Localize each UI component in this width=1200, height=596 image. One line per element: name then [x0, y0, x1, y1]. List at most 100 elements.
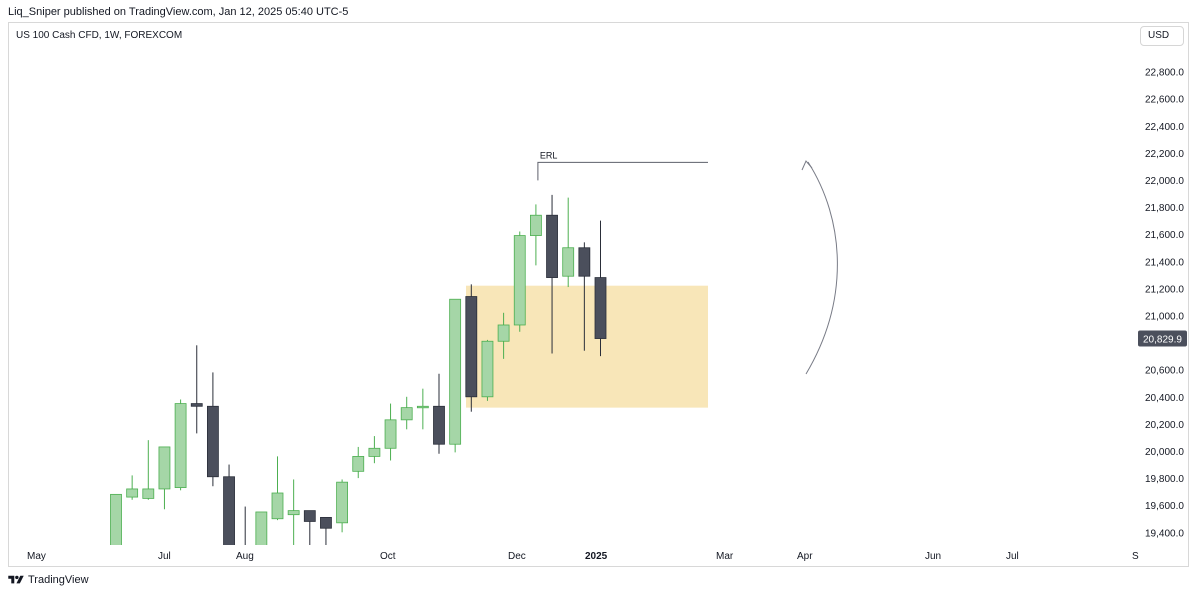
candle	[255, 511, 268, 545]
curved-arrow	[805, 161, 838, 375]
price-tick-label: 20,600.0	[1145, 366, 1184, 377]
bull-candle-body	[449, 298, 462, 445]
price-tick-label: 19,600.0	[1145, 501, 1184, 512]
bear-candle-body	[465, 296, 478, 398]
order-block-zone	[466, 285, 708, 408]
bull-candle-body	[126, 488, 139, 498]
candle	[465, 284, 478, 412]
bull-candle-body	[287, 510, 300, 516]
candle	[384, 403, 397, 461]
erl-line	[537, 161, 708, 181]
bull-candle-body	[110, 493, 122, 545]
currency-button[interactable]: USD	[1140, 26, 1184, 46]
bear-candle-body	[206, 405, 219, 478]
price-tick-label: 22,800.0	[1145, 68, 1184, 79]
price-tick-label: 22,200.0	[1145, 149, 1184, 160]
candle	[206, 372, 219, 487]
bull-candle-body	[255, 511, 268, 545]
last-price-label: 20,829.9	[1143, 335, 1182, 346]
bull-candle-body	[158, 446, 171, 490]
candle	[530, 204, 542, 266]
time-tick-label: Aug	[236, 551, 254, 562]
candle	[158, 446, 171, 510]
time-tick-label: 2025	[585, 551, 608, 562]
price-tick-label: 21,000.0	[1145, 312, 1184, 323]
erl-label: ERL	[540, 150, 558, 160]
candle	[190, 345, 203, 434]
bear-candle-body	[223, 476, 235, 545]
candle	[594, 220, 607, 357]
bull-candle-body	[416, 405, 429, 409]
candle	[368, 436, 381, 464]
candle	[578, 242, 591, 351]
bull-candle-body	[513, 235, 526, 326]
bear-candle-body	[433, 405, 445, 445]
price-tick-label: 22,000.0	[1145, 176, 1184, 187]
time-tick-label: Oct	[380, 551, 396, 562]
candle	[303, 510, 316, 545]
publish-info: Liq_Sniper published on TradingView.com,…	[8, 6, 349, 18]
chart-frame	[8, 22, 1189, 567]
candle	[110, 493, 122, 545]
time-tick-label: Jul	[1006, 551, 1019, 562]
candle	[546, 194, 558, 354]
candle	[497, 312, 510, 359]
price-tick-label: 22,600.0	[1145, 95, 1184, 106]
candle-layer	[110, 194, 607, 545]
candle	[400, 396, 413, 430]
footer-brand[interactable]: TradingView	[28, 574, 89, 586]
candle	[513, 231, 526, 332]
candle	[433, 373, 445, 454]
time-tick-label: Apr	[797, 551, 813, 562]
time-tick-label: May	[27, 551, 46, 562]
bull-candle-body	[174, 403, 187, 488]
bull-candle-body	[400, 407, 413, 421]
price-tick-label: 21,600.0	[1145, 230, 1184, 241]
footer: TradingView	[8, 574, 89, 586]
bull-candle-body	[481, 340, 494, 398]
candle	[449, 298, 462, 453]
bull-candle-body	[497, 324, 510, 342]
price-tick-label: 20,200.0	[1145, 420, 1184, 431]
bear-candle-body	[546, 214, 558, 278]
price-axis: 22,800.0 22,600.0 22,400.0 22,200.0 22,000.0…	[1138, 68, 1187, 539]
arrow-head-icon	[801, 160, 813, 171]
last-price-badge	[1138, 330, 1187, 347]
bull-candle-body	[142, 488, 155, 499]
time-tick-label: S	[1132, 551, 1139, 562]
candle	[126, 475, 139, 500]
bear-candle-body	[190, 403, 203, 407]
price-tick-label: 20,400.0	[1145, 393, 1184, 404]
candle	[481, 339, 494, 401]
bull-candle-body	[530, 214, 542, 236]
bull-candle-body	[336, 481, 349, 524]
candle	[336, 479, 349, 533]
bear-candle-body	[578, 247, 591, 277]
price-tick-label: 19,800.0	[1145, 474, 1184, 485]
time-axis: May Jul Aug Oct Dec 2025 Mar Apr Jun Jul S	[27, 551, 1139, 562]
time-tick-label: Dec	[508, 551, 526, 562]
bull-candle-body	[384, 419, 397, 449]
time-tick-label: Jun	[925, 551, 941, 562]
candle	[416, 388, 429, 430]
candle	[287, 479, 300, 545]
price-tick-label: 21,200.0	[1145, 284, 1184, 295]
price-tick-label: 19,400.0	[1145, 528, 1184, 539]
candle	[174, 399, 187, 491]
bear-candle-body	[303, 510, 316, 522]
bear-candle-body	[594, 277, 607, 339]
tradingview-logo-icon[interactable]	[8, 574, 24, 586]
time-tick-label: Jul	[158, 551, 171, 562]
price-tick-label: 22,400.0	[1145, 122, 1184, 133]
bull-candle-body	[352, 456, 365, 472]
candle	[320, 516, 332, 545]
candle	[142, 440, 155, 500]
candle	[271, 456, 284, 521]
price-tick-label: 21,800.0	[1145, 203, 1184, 214]
price-tick-label: 20,000.0	[1145, 447, 1184, 458]
time-tick-label: Mar	[716, 551, 734, 562]
bull-candle-body	[368, 447, 381, 457]
price-tick-label: 21,400.0	[1145, 257, 1184, 268]
annotation-layer: ERL	[537, 150, 838, 375]
